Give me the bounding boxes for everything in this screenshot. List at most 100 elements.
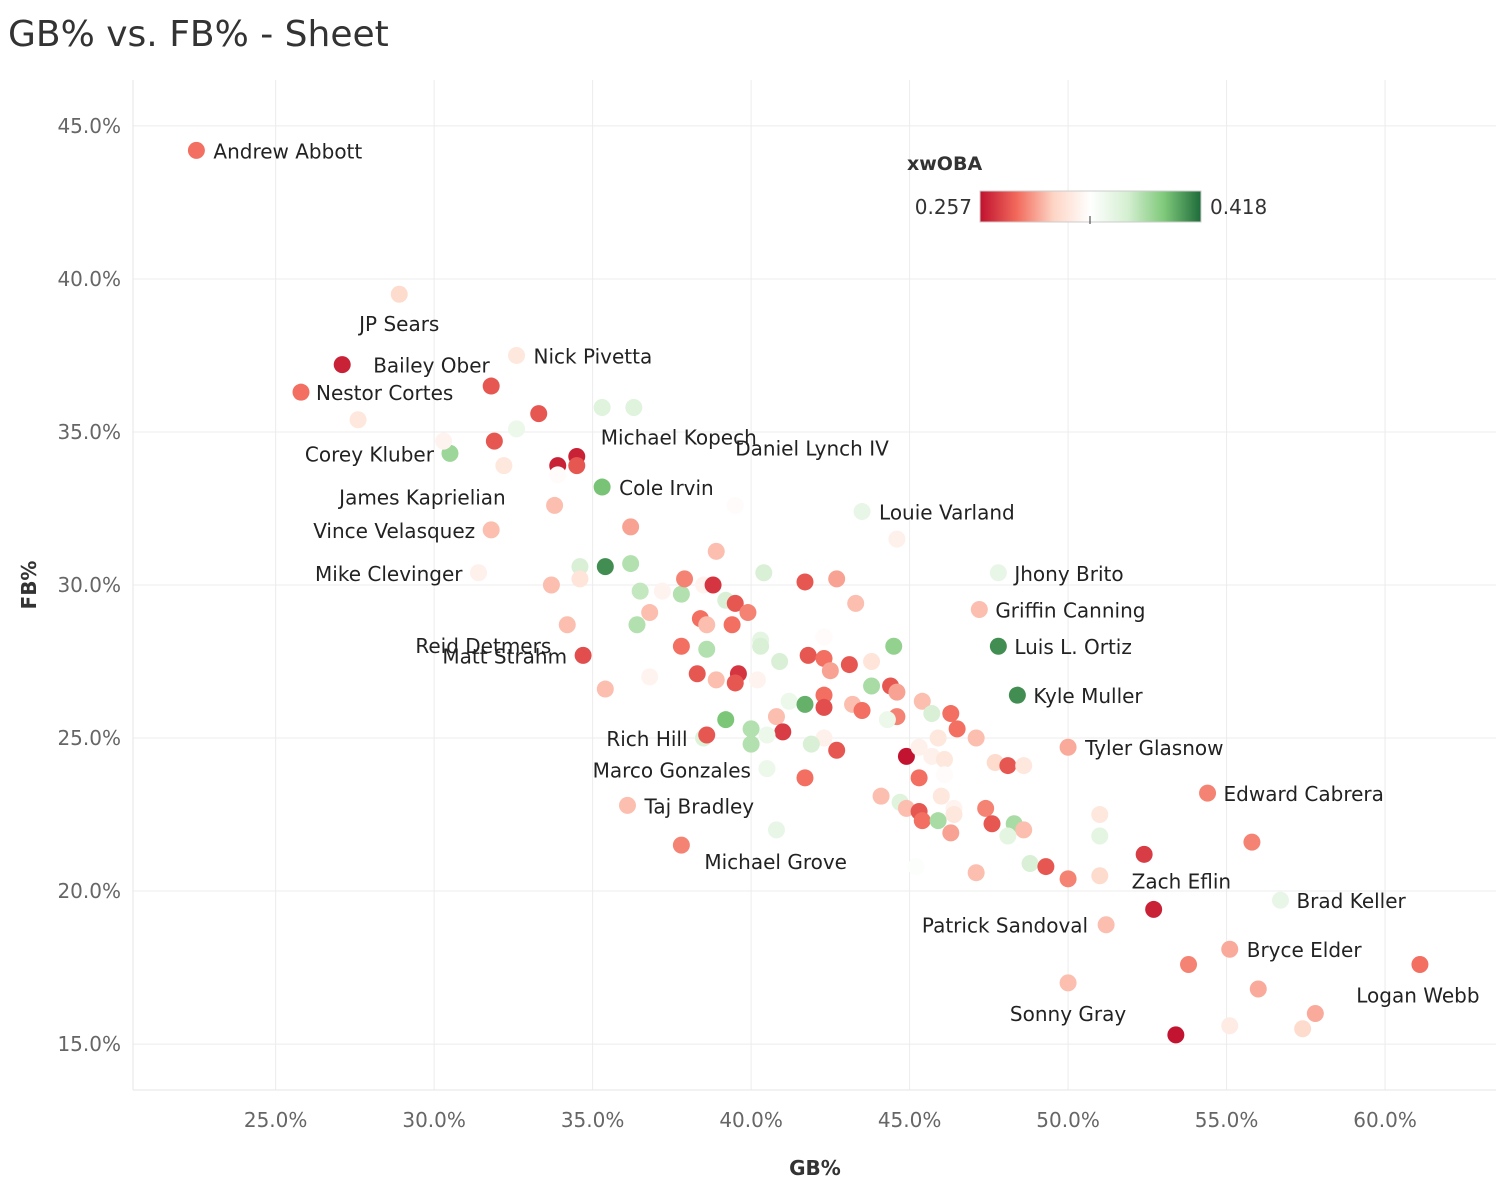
point-label: Matt Strahm — [442, 644, 567, 668]
data-point — [910, 738, 928, 756]
data-point — [885, 637, 903, 655]
data-point — [742, 735, 760, 753]
data-point — [292, 383, 310, 401]
data-point — [571, 558, 589, 576]
data-point — [774, 723, 792, 741]
point-label: Vince Velasquez — [313, 519, 475, 543]
data-point — [698, 640, 716, 658]
data-point — [688, 665, 706, 683]
x-tick-label: 30.0% — [402, 1108, 466, 1132]
data-point — [815, 698, 833, 716]
data-point — [748, 671, 766, 689]
data-point — [945, 806, 963, 824]
data-point — [752, 637, 770, 655]
data-point — [333, 356, 351, 374]
data-point — [755, 564, 773, 582]
data-point — [485, 432, 503, 450]
point-label: Michael Kopech — [601, 425, 757, 449]
data-point — [676, 570, 694, 588]
data-points — [187, 141, 1429, 1044]
y-tick-label: 25.0% — [57, 726, 121, 750]
data-point — [799, 646, 817, 664]
data-point — [828, 570, 846, 588]
point-label: Taj Bradley — [643, 794, 754, 818]
data-point — [989, 564, 1007, 582]
page-title: GB% vs. FB% - Sheet — [8, 14, 389, 55]
point-label: Zach Eflin — [1132, 869, 1231, 893]
data-point — [913, 692, 931, 710]
data-point — [625, 398, 643, 416]
point-label: Nick Pivetta — [534, 344, 653, 368]
data-point — [672, 637, 690, 655]
data-point — [970, 600, 988, 618]
data-point — [948, 720, 966, 738]
data-point — [593, 398, 611, 416]
data-point — [932, 787, 950, 805]
point-label: Jhony Brito — [1012, 562, 1123, 586]
data-point — [672, 585, 690, 603]
data-point — [641, 668, 659, 686]
data-point — [758, 760, 776, 778]
data-point — [853, 503, 871, 521]
x-tick-label: 40.0% — [719, 1108, 783, 1132]
data-point — [897, 799, 915, 817]
data-point — [1097, 916, 1115, 934]
y-tick-label: 30.0% — [57, 573, 121, 597]
data-point — [1221, 940, 1239, 958]
point-label: Michael Grove — [704, 850, 847, 874]
point-label: Cole Irvin — [619, 476, 714, 500]
data-point — [622, 518, 640, 536]
point-label: Kyle Muller — [1033, 684, 1143, 708]
data-point — [707, 542, 725, 560]
point-label: Mike Clevinger — [315, 562, 463, 586]
data-point — [628, 616, 646, 634]
point-label: Daniel Lynch IV — [735, 436, 889, 460]
data-point — [967, 729, 985, 747]
legend-min-label: 0.257 — [915, 195, 972, 219]
data-point — [758, 726, 776, 744]
data-point — [1015, 757, 1033, 775]
data-point — [482, 521, 500, 539]
data-point — [815, 729, 833, 747]
data-point — [828, 741, 846, 759]
data-point — [1243, 833, 1261, 851]
data-point — [802, 735, 820, 753]
point-label: JP Sears — [357, 312, 439, 336]
data-point — [1294, 1020, 1312, 1038]
y-tick-label: 15.0% — [57, 1032, 121, 1056]
data-point — [1221, 1017, 1239, 1035]
x-tick-label: 60.0% — [1353, 1108, 1417, 1132]
data-point — [796, 695, 814, 713]
data-point — [596, 558, 614, 576]
data-point — [470, 564, 488, 582]
data-point — [574, 646, 592, 664]
data-point — [1306, 1004, 1324, 1022]
data-point — [726, 594, 744, 612]
point-label: Bailey Ober — [373, 354, 490, 378]
point-label: Griffin Canning — [995, 598, 1145, 622]
legend-title: xwOBA — [907, 153, 982, 175]
point-label: Bryce Elder — [1247, 938, 1363, 962]
data-point — [542, 576, 560, 594]
data-point — [815, 686, 833, 704]
data-point — [1021, 855, 1039, 873]
point-label: Louie Varland — [879, 501, 1015, 525]
x-tick-label: 50.0% — [1036, 1108, 1100, 1132]
data-point — [796, 573, 814, 591]
point-label: James Kaprielian — [337, 486, 506, 510]
data-point — [1180, 956, 1198, 974]
data-point — [672, 836, 690, 854]
point-label: Sonny Gray — [1010, 1002, 1126, 1026]
data-point — [929, 812, 947, 830]
data-point — [390, 285, 408, 303]
data-point — [698, 726, 716, 744]
point-label: Nestor Cortes — [316, 381, 453, 405]
data-point — [742, 720, 760, 738]
data-point — [897, 747, 915, 765]
data-point — [1411, 956, 1429, 974]
data-point — [796, 769, 814, 787]
data-point — [942, 824, 960, 842]
data-point — [907, 858, 925, 876]
data-point — [1059, 738, 1077, 756]
